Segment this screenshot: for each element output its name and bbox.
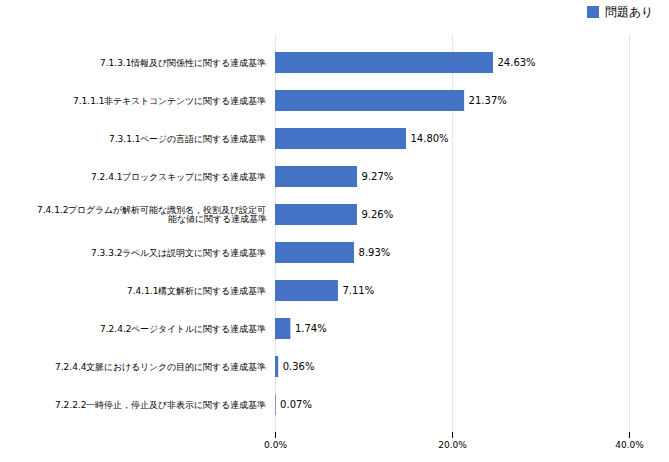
svg-text:7.4.1.1構文解析に関する達成基準: 7.4.1.1構文解析に関する達成基準 [127, 286, 267, 296]
html-text:問題あり: 問題あり [605, 4, 653, 19]
svg-text:20.0%: 20.0% [438, 440, 467, 450]
svg-text:7.1.1.1非テキストコンテンツに関する達成基準: 7.1.1.1非テキストコンテンツに関する達成基準 [73, 96, 267, 106]
svg-text:40.0%: 40.0% [615, 440, 644, 450]
svg-text:8.93%: 8.93% [359, 247, 391, 258]
svg-text:9.26%: 9.26% [361, 209, 393, 220]
svg-text:14.80%: 14.80% [410, 133, 448, 144]
svg-text:7.1.3.1情報及び関係性に関する達成基準: 7.1.3.1情報及び関係性に関する達成基準 [100, 58, 267, 68]
svg-text:7.2.2.2一時停止，停止及び非表示に関する達成基準: 7.2.2.2一時停止，停止及び非表示に関する達成基準 [55, 400, 267, 410]
svg-text:0.07%: 0.07% [280, 399, 312, 410]
svg-text:0.36%: 0.36% [283, 361, 315, 372]
svg-text:21.37%: 21.37% [469, 95, 507, 106]
svg-text:0.0%: 0.0% [264, 440, 287, 450]
svg-text:24.63%: 24.63% [497, 57, 535, 68]
svg-text:7.3.3.2ラベル又は説明文に関する達成基準: 7.3.3.2ラベル又は説明文に関する達成基準 [91, 248, 267, 258]
svg-text:9.27%: 9.27% [362, 171, 394, 182]
svg-text:1.74%: 1.74% [295, 323, 327, 334]
svg-text:7.3.1.1ページの言語に関する達成基準: 7.3.1.1ページの言語に関する達成基準 [109, 134, 267, 144]
svg-text:7.2.4.2ページタイトルに関する達成基準: 7.2.4.2ページタイトルに関する達成基準 [100, 324, 267, 334]
svg-text:7.2.4.4文脈におけるリンクの目的に関する達成基準: 7.2.4.4文脈におけるリンクの目的に関する達成基準 [55, 362, 267, 372]
svg-text:7.4.1.2プログラムが解析可能な識別名，役割及び設定可能: 7.4.1.2プログラムが解析可能な識別名，役割及び設定可能な値に関する達成基準 [37, 205, 267, 224]
svg-text:7.11%: 7.11% [342, 285, 374, 296]
svg-text:7.2.4.1ブロックスキップに関する達成基準: 7.2.4.1ブロックスキップに関する達成基準 [91, 172, 267, 182]
